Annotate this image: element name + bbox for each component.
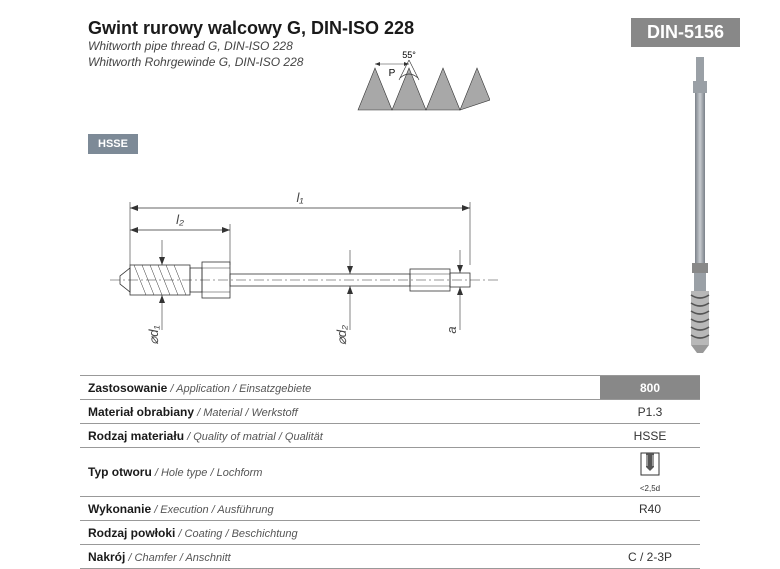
- spec-value-cell: R40: [600, 497, 700, 521]
- dim-d1: ⌀d₁: [146, 325, 161, 344]
- hsse-badge: HSSE: [88, 134, 138, 154]
- spec-label-cell: Nakrój / Chamfer / Anschnitt: [80, 545, 600, 569]
- spec-label-alt: / Quality of matrial / Qualität: [184, 431, 323, 443]
- spec-label-pl: Wykonanie: [88, 502, 151, 516]
- spec-table: Zastosowanie / Application / Einsatzgebi…: [80, 375, 700, 569]
- dim-a: a: [444, 326, 459, 333]
- pitch-label: P: [389, 68, 396, 79]
- spec-row: Rodzaj powłoki / Coating / Beschichtung: [80, 521, 700, 545]
- spec-row: Rodzaj materiału / Quality of matrial / …: [80, 424, 700, 448]
- spec-value-cell: HSSE: [600, 424, 700, 448]
- spec-row: Materiał obrabiany / Material / Werkstof…: [80, 400, 700, 424]
- spec-label-pl: Zastosowanie: [88, 381, 167, 395]
- spec-label-cell: Wykonanie / Execution / Ausführung: [80, 497, 600, 521]
- spec-label-cell: Typ otworu / Hole type / Lochform: [80, 448, 600, 497]
- spec-row: Wykonanie / Execution / AusführungR40: [80, 497, 700, 521]
- tap-product-image: [675, 55, 725, 355]
- dim-d2: ⌀d₂: [334, 325, 349, 345]
- spec-label-pl: Rodzaj powłoki: [88, 526, 175, 540]
- spec-label-alt: / Chamfer / Anschnitt: [125, 552, 230, 564]
- spec-row: Typ otworu / Hole type / Lochform <2,5d: [80, 448, 700, 497]
- spec-label-alt: / Material / Werkstoff: [194, 407, 298, 419]
- din-badge: DIN-5156: [631, 18, 740, 47]
- spiral-flutes: [691, 291, 709, 353]
- technical-drawing: l₁ l₂ ⌀d₁ ⌀d₂ a: [100, 180, 520, 360]
- spec-label-cell: Zastosowanie / Application / Einsatzgebi…: [80, 376, 600, 400]
- blind-hole-icon: [635, 451, 665, 481]
- spec-label-alt: / Coating / Beschichtung: [175, 528, 297, 540]
- spec-value-cell: 800: [600, 376, 700, 400]
- spec-label-alt: / Application / Einsatzgebiete: [167, 383, 311, 395]
- spec-label-pl: Typ otworu: [88, 465, 152, 479]
- spec-value-cell: <2,5d: [600, 448, 700, 497]
- title-main: Gwint rurowy walcowy G, DIN-ISO 228: [88, 18, 688, 39]
- spec-value-cell: C / 2-3P: [600, 545, 700, 569]
- spec-value-cell: [600, 521, 700, 545]
- spec-row: Zastosowanie / Application / Einsatzgebi…: [80, 376, 700, 400]
- spec-label-cell: Rodzaj materiału / Quality of matrial / …: [80, 424, 600, 448]
- spec-label-cell: Rodzaj powłoki / Coating / Beschichtung: [80, 521, 600, 545]
- spec-label-pl: Nakrój: [88, 550, 125, 564]
- dim-l2: l₂: [176, 212, 184, 227]
- thread-profile-diagram: 55° P: [350, 50, 490, 120]
- spec-label-cell: Materiał obrabiany / Material / Werkstof…: [80, 400, 600, 424]
- spec-label-pl: Rodzaj materiału: [88, 429, 184, 443]
- dim-l1: l₁: [297, 190, 304, 205]
- angle-label: 55°: [402, 50, 416, 60]
- spec-label-pl: Materiał obrabiany: [88, 405, 194, 419]
- hole-icon-note: <2,5d: [608, 484, 692, 493]
- spec-value-cell: P1.3: [600, 400, 700, 424]
- spec-label-alt: / Execution / Ausführung: [151, 504, 274, 516]
- spec-label-alt: / Hole type / Lochform: [152, 467, 263, 479]
- spec-row: Nakrój / Chamfer / AnschnittC / 2-3P: [80, 545, 700, 569]
